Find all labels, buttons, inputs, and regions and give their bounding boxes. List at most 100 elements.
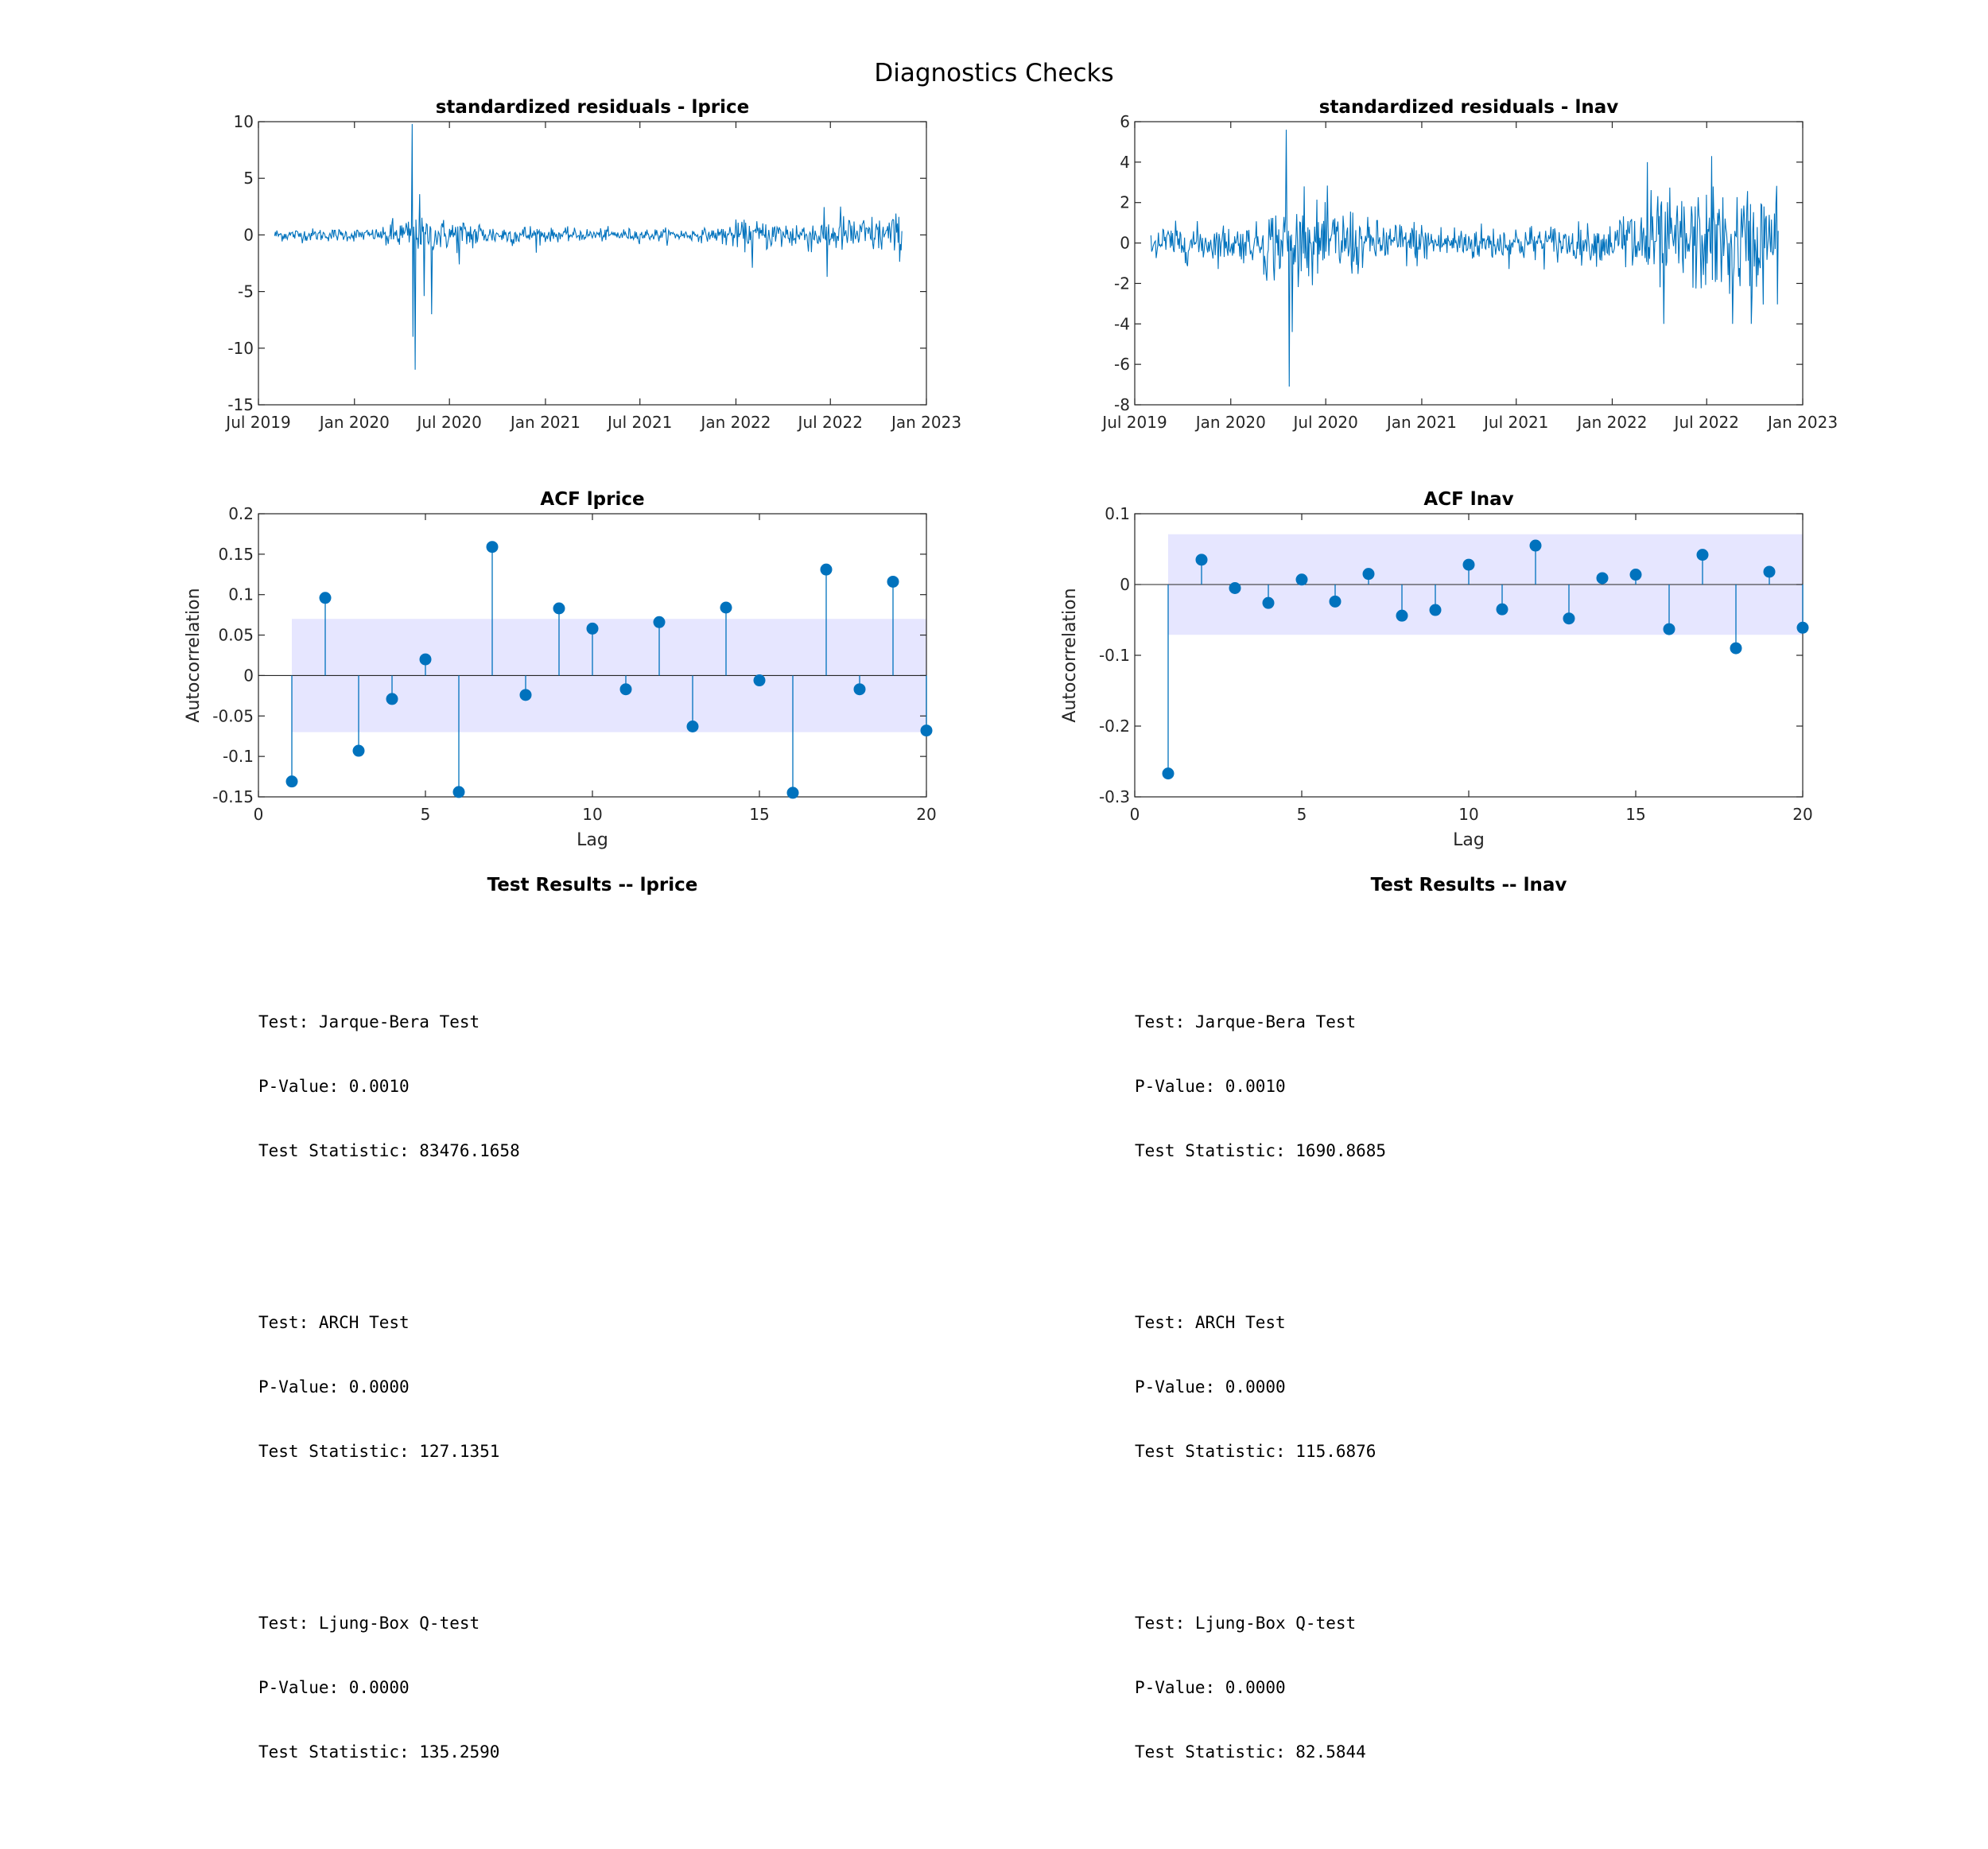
test-name: Test: ARCH Test [1135,1313,1286,1332]
acf-point [386,693,398,705]
y-tick-label: 0.05 [218,626,254,645]
axes-box [1134,121,1804,406]
x-tick-label: Jul 2020 [1291,413,1357,432]
acf-point [887,575,899,588]
y-tick-label: 5 [243,169,254,188]
test-statistic: Test Statistic: 127.1351 [258,1442,500,1461]
test-statistic: Test Statistic: 135.2590 [258,1742,500,1762]
y-tick-label: -0.2 [1099,717,1130,736]
acf-point [786,787,799,799]
axes-title: ACF lprice [540,489,644,510]
test-group: Test: Jarque-Bera Test P-Value: 0.0010 T… [258,969,520,1205]
acf-point [653,616,666,628]
x-tick-label: Jul 2021 [606,413,672,432]
acf-point [1596,572,1609,585]
y-tick-label: -4 [1114,314,1130,333]
test-pvalue: P-Value: 0.0010 [1135,1077,1286,1096]
y-tick-label: 0 [1120,575,1130,594]
acf-point [1162,767,1175,780]
test-statistic: Test Statistic: 115.6876 [1135,1442,1376,1461]
x-tick-label: Jul 2022 [797,413,863,432]
y-tick-label: -0.3 [1099,787,1130,806]
acf-point [1629,569,1642,581]
y-tick-label: 0 [243,666,254,685]
axes-title: ACF lnav [1423,489,1513,510]
y-tick-label: -0.1 [223,747,254,766]
x-tick-label: Jul 2019 [224,413,290,432]
test-name: Test: Ljung-Box Q-test [258,1614,480,1633]
test-group: Test: ARCH Test P-Value: 0.0000 Test Sta… [258,1269,520,1505]
y-tick-label: -6 [1114,355,1130,374]
x-tick-label: 15 [749,805,769,824]
y-axis-label: Autocorrelation [1060,588,1080,722]
y-tick-label: -0.05 [212,706,254,725]
figure-canvas: Diagnostics Checks -15 -10 -5 0 5 10 Jul 2019 J… [184,59,1838,850]
residuals-lprice-chart: -15 -10 -5 0 5 10 Jul 2019 Jan 2020 Jul 2020 Jan … [224,97,961,432]
axes-title: standardized residuals - lprice [436,97,750,118]
acf-point [820,563,833,576]
test-pvalue: P-Value: 0.0000 [1135,1678,1286,1697]
acf-point [319,592,332,604]
x-tick-label: 0 [254,805,264,824]
acf-point [1429,604,1442,616]
x-tick-label: Jan 2023 [1766,413,1838,432]
acf-point [1496,603,1508,616]
acf-point [1730,642,1742,655]
acf-point [452,786,465,798]
test-statistic: Test Statistic: 1690.8685 [1135,1141,1387,1160]
x-tick-label: Jan 2022 [1575,413,1647,432]
test-statistic: Test Statistic: 82.5844 [1135,1742,1366,1762]
x-tick-label: Jan 2022 [699,413,771,432]
test-results-lnav: Test: Jarque-Bera Test P-Value: 0.0010 T… [1135,926,1386,1849]
y-tick-label: 0 [243,225,254,244]
y-tick-label: -15 [227,395,254,414]
y-tick-label: -0.1 [1099,646,1130,665]
test-group: Test: ARCH Test P-Value: 0.0000 Test Sta… [1135,1269,1386,1505]
y-tick-label: -5 [238,282,254,301]
axes-box [258,121,927,406]
residual-series-line [274,123,903,370]
test-name: Test: Jarque-Bera Test [258,1012,480,1031]
residual-series-line [1150,130,1779,387]
acf-point [619,683,632,696]
x-tick-label: 0 [1130,805,1140,824]
x-tick-label: Jul 2019 [1101,413,1167,432]
x-tick-label: Jul 2021 [1482,413,1548,432]
x-tick-label: 5 [1297,805,1307,824]
y-tick-label: -2 [1114,274,1130,293]
y-tick-label: 0 [1120,234,1130,253]
test-pvalue: P-Value: 0.0010 [258,1077,410,1096]
y-tick-label: 4 [1120,153,1130,172]
figure-title: Diagnostics Checks [874,59,1113,87]
acf-point [553,602,565,615]
acf-point [486,541,499,554]
acf-point [1529,539,1542,552]
x-axis-label: Lag [1453,830,1485,850]
test-group: Test: Jarque-Bera Test P-Value: 0.0010 T… [1135,969,1386,1205]
test-results-lprice-title: Test Results -- lprice [487,875,698,895]
acf-lnav-chart: -0.3 -0.2 -0.1 0 0.1 0 5 10 15 20 ACF lnav Lag Autoc… [1060,489,1813,850]
x-tick-label: 20 [1792,805,1812,824]
axes-title: standardized residuals - lnav [1319,97,1619,118]
x-tick-label: 15 [1625,805,1645,824]
acf-point [1796,621,1809,634]
y-tick-label: 0.15 [218,545,254,564]
x-tick-label: 10 [1458,805,1478,824]
acf-point [1195,554,1208,566]
acf-point [1563,612,1575,625]
acf-point [352,744,365,757]
acf-point [1763,565,1776,578]
acf-point [1396,609,1408,622]
acf-point [586,622,599,635]
test-statistic: Test Statistic: 83476.1658 [258,1141,520,1160]
test-results-lnav-title: Test Results -- lnav [1370,875,1567,895]
acf-point [519,689,532,701]
test-pvalue: P-Value: 0.0000 [258,1377,410,1396]
acf-point [1262,596,1275,609]
x-tick-label: 20 [916,805,936,824]
acf-point [1295,573,1308,586]
acf-point [419,653,432,666]
x-tick-label: Jul 2022 [1673,413,1739,432]
y-tick-label: -10 [227,339,254,358]
acf-point [753,674,766,687]
